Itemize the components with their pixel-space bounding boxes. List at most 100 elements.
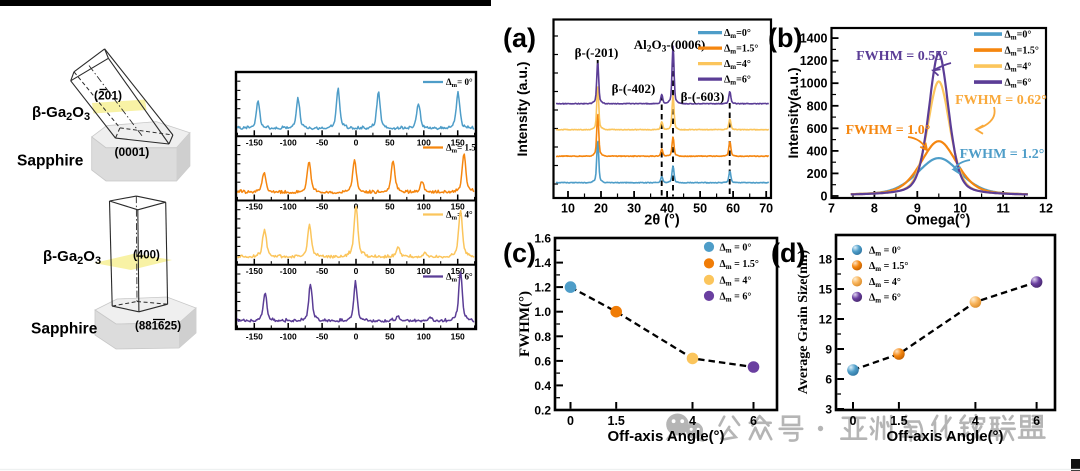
svg-text:150: 150 — [451, 266, 465, 276]
svg-text:Sapphire: Sapphire — [17, 153, 84, 170]
svg-text:400: 400 — [807, 144, 828, 158]
svg-text:Δm=0°: Δm=0° — [724, 28, 751, 40]
svg-text:Off-axis Angle(°): Off-axis Angle(°) — [607, 428, 724, 445]
svg-text:β-Ga2O3: β-Ga2O3 — [32, 104, 90, 123]
svg-text:Δm = 6°: Δm = 6° — [720, 292, 752, 304]
svg-text:Sapphire: Sapphire — [31, 321, 98, 338]
svg-text:(d): (d) — [771, 238, 805, 268]
svg-text:(201): (201) — [94, 89, 122, 103]
svg-text:-50: -50 — [316, 202, 329, 212]
svg-text:6: 6 — [825, 373, 832, 387]
svg-text:9: 9 — [825, 343, 832, 357]
svg-text:10: 10 — [953, 202, 967, 216]
svg-text:150: 150 — [451, 138, 465, 148]
svg-text:1.2: 1.2 — [534, 281, 551, 295]
svg-text:(a): (a) — [503, 23, 536, 53]
svg-text:Off-axis Angle(°): Off-axis Angle(°) — [886, 428, 1003, 445]
svg-text:-50: -50 — [316, 138, 329, 148]
svg-text:18: 18 — [819, 253, 833, 267]
svg-text:-50: -50 — [316, 332, 329, 342]
svg-text:-100: -100 — [280, 332, 297, 342]
svg-text:0.2: 0.2 — [534, 404, 551, 418]
svg-text:β-(-201): β-(-201) — [575, 45, 619, 60]
svg-text:6: 6 — [1033, 414, 1040, 428]
svg-text:(400): (400) — [133, 250, 160, 262]
svg-text:Δm = 1.5°: Δm = 1.5° — [720, 259, 759, 271]
svg-text:12: 12 — [819, 313, 833, 327]
svg-text:Average Grain Size(nm): Average Grain Size(nm) — [796, 249, 811, 394]
svg-text:-150: -150 — [246, 202, 263, 212]
svg-text:100: 100 — [417, 266, 431, 276]
svg-text:Δm = 6°: Δm = 6° — [869, 293, 901, 305]
svg-text:β-Ga2O3: β-Ga2O3 — [43, 248, 101, 267]
svg-text:7: 7 — [828, 202, 835, 216]
svg-text:50: 50 — [385, 266, 395, 276]
svg-text:Δm = 0°: Δm = 0° — [720, 243, 752, 255]
svg-text:11: 11 — [996, 202, 1009, 216]
svg-text:Intensity(a.u.): Intensity(a.u.) — [785, 67, 801, 158]
svg-text:0: 0 — [850, 414, 857, 428]
svg-text:Δm=4°: Δm=4° — [724, 59, 751, 71]
svg-text:Δm=6°: Δm=6° — [724, 75, 751, 87]
svg-text:50: 50 — [385, 202, 395, 212]
svg-text:50: 50 — [385, 138, 395, 148]
svg-text:100: 100 — [417, 332, 431, 342]
svg-text:Intensity (a.u.): Intensity (a.u.) — [514, 62, 530, 157]
svg-text:0: 0 — [354, 138, 359, 148]
svg-text:150: 150 — [451, 202, 465, 212]
svg-text:Δm = 1.5°: Δm = 1.5° — [869, 261, 908, 273]
svg-text:50: 50 — [385, 332, 395, 342]
svg-text:1.4: 1.4 — [534, 256, 551, 270]
svg-text:1.5: 1.5 — [890, 414, 907, 428]
svg-text:50: 50 — [693, 202, 707, 216]
svg-text:FWHM = 0.62°: FWHM = 0.62° — [955, 93, 1047, 108]
svg-text:2θ (°): 2θ (°) — [644, 213, 680, 229]
svg-text:Δm=0°: Δm=0° — [1005, 30, 1032, 42]
svg-text:FWHM = 0.55°: FWHM = 0.55° — [856, 49, 948, 64]
svg-text:3: 3 — [825, 403, 832, 417]
svg-text:(0001): (0001) — [115, 145, 150, 159]
svg-text:-100: -100 — [280, 266, 297, 276]
svg-text:Δm = 4°: Δm = 4° — [720, 276, 752, 288]
svg-text:β-(-402): β-(-402) — [612, 81, 656, 96]
svg-text:4: 4 — [972, 414, 979, 428]
svg-text:15: 15 — [819, 283, 833, 297]
svg-text:FWHM = 1.0°: FWHM = 1.0° — [846, 123, 931, 138]
svg-text:Δm=1.5°: Δm=1.5° — [1005, 46, 1039, 58]
svg-text:9: 9 — [914, 202, 921, 216]
svg-text:β-(-603): β-(-603) — [681, 89, 725, 104]
svg-text:1400: 1400 — [800, 32, 828, 46]
svg-text:8: 8 — [871, 202, 878, 216]
svg-text:10: 10 — [561, 202, 575, 216]
svg-text:0: 0 — [821, 190, 828, 204]
svg-text:FWHM(°): FWHM(°) — [517, 291, 533, 357]
svg-text:20: 20 — [594, 202, 608, 216]
svg-text:1000: 1000 — [800, 77, 828, 91]
svg-text:(881625): (881625) — [135, 321, 181, 333]
svg-text:Omega(°): Omega(°) — [906, 213, 971, 229]
svg-text:(b): (b) — [768, 23, 802, 53]
svg-text:Δm = 4°: Δm = 4° — [869, 277, 901, 289]
svg-text:200: 200 — [807, 167, 828, 181]
svg-text:150: 150 — [451, 332, 465, 342]
svg-text:FWHM = 1.2°: FWHM = 1.2° — [960, 147, 1045, 162]
svg-text:30: 30 — [627, 202, 641, 216]
svg-text:-150: -150 — [246, 332, 263, 342]
svg-text:40: 40 — [660, 202, 674, 216]
svg-text:Δm=1.5°: Δm=1.5° — [724, 44, 758, 56]
svg-text:Al2O3-(0006): Al2O3-(0006) — [634, 37, 706, 55]
svg-text:0: 0 — [354, 266, 359, 276]
svg-text:100: 100 — [417, 138, 431, 148]
svg-text:100: 100 — [417, 202, 431, 212]
svg-text:1.5: 1.5 — [608, 414, 625, 428]
svg-text:0.8: 0.8 — [534, 330, 551, 344]
svg-text:12: 12 — [1039, 202, 1053, 216]
svg-text:1.6: 1.6 — [534, 232, 551, 246]
svg-text:-150: -150 — [246, 138, 263, 148]
svg-text:60: 60 — [726, 202, 740, 216]
svg-text:Δm = 0°: Δm = 0° — [869, 246, 901, 258]
svg-text:-150: -150 — [246, 266, 263, 276]
svg-text:Δm=4°: Δm=4° — [1005, 62, 1032, 74]
svg-text:70: 70 — [759, 202, 773, 216]
svg-text:-100: -100 — [280, 202, 297, 212]
